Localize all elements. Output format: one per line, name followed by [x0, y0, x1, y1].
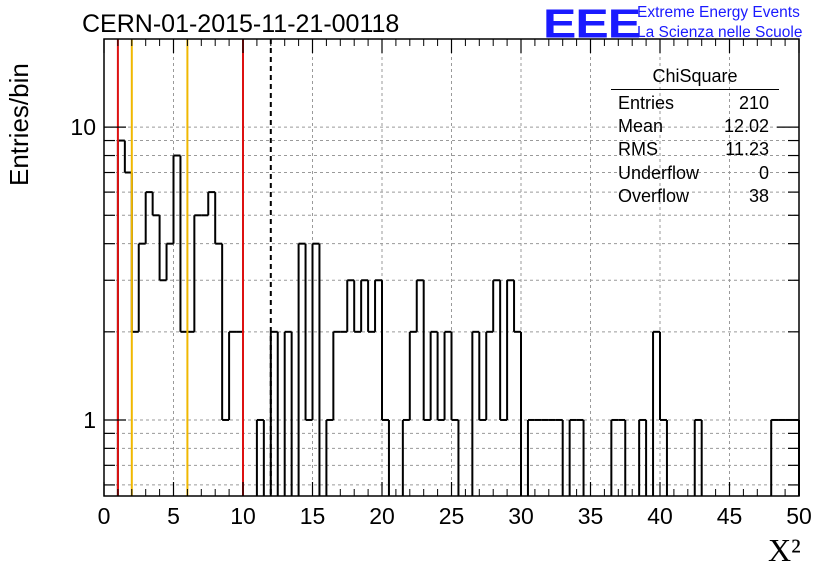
histogram-bin — [478, 331, 487, 421]
histogram-bin — [499, 280, 508, 421]
histogram-bin — [638, 418, 647, 496]
histogram-bin — [360, 279, 369, 332]
histogram-bin — [130, 172, 139, 333]
histogram-bin — [770, 418, 779, 496]
stats-row: Underflow 0 — [611, 162, 779, 185]
stats-row: Mean 12.02 — [611, 115, 779, 138]
stats-label: RMS — [618, 139, 658, 160]
stats-value: 0 — [758, 162, 769, 183]
histogram-bin — [568, 418, 577, 496]
y-axis-label: Entries/bin — [4, 63, 34, 186]
histogram-bin — [443, 330, 452, 420]
histogram-bin — [172, 154, 181, 244]
histogram-bin — [144, 191, 153, 244]
histogram-bin — [353, 280, 362, 333]
histogram-bin — [214, 192, 223, 245]
histogram-bin — [151, 192, 160, 217]
histogram-bin — [228, 330, 237, 420]
x-tick-label: 35 — [578, 503, 604, 529]
histogram-bin — [401, 418, 410, 496]
x-tick-label: 10 — [230, 503, 256, 529]
stats-row: Entries 210 — [611, 92, 779, 115]
x-tick-label: 40 — [647, 503, 673, 529]
stats-value: 210 — [738, 93, 769, 113]
histogram-bin — [374, 279, 382, 332]
stats-row: Overflow 38 — [611, 185, 779, 208]
histogram-bin — [471, 330, 480, 496]
stats-label: Entries — [618, 93, 675, 113]
stats-label: Overflow — [618, 185, 690, 206]
histogram-bin — [116, 139, 125, 496]
histogram-bin — [492, 279, 501, 332]
stats-title: ChiSquare — [611, 66, 779, 90]
histogram-bin — [652, 330, 660, 496]
histogram-bin — [221, 243, 230, 421]
stats-row: RMS 11.23 — [611, 138, 779, 161]
histogram-bin — [255, 418, 264, 496]
x-tick-label: 50 — [786, 503, 812, 529]
histogram-bin — [526, 418, 535, 496]
histogram-bin — [137, 242, 146, 332]
axis-ticks — [103, 39, 800, 496]
histogram-bin — [283, 330, 292, 496]
histogram-bin — [311, 242, 320, 420]
histogram-bin — [165, 242, 174, 281]
histogram-bin — [304, 243, 313, 421]
stats-label: Underflow — [618, 162, 700, 183]
logo-line-1: Extreme Energy Events — [637, 4, 800, 21]
histogram-bin — [436, 331, 445, 421]
histogram-bin — [485, 330, 494, 420]
stats-label: Mean — [618, 116, 664, 137]
y-tick-label: 10 — [70, 114, 96, 140]
y-tick-labels: 1 10 — [70, 114, 96, 433]
x-tick-label: 30 — [508, 503, 534, 529]
histogram-bin — [332, 330, 341, 420]
stats-value: 38 — [748, 185, 769, 206]
histogram-bin — [325, 418, 334, 496]
histogram-bin — [422, 280, 431, 421]
x-tick-label: 20 — [369, 503, 395, 529]
stats-value: 11.23 — [725, 139, 769, 160]
histogram-bin — [450, 331, 459, 421]
histogram-bin — [659, 331, 667, 421]
histogram-bin — [193, 214, 202, 332]
histogram-bin — [408, 330, 417, 420]
x-tick-label: 15 — [300, 503, 326, 529]
histogram-bin — [269, 330, 278, 496]
histogram-bin — [381, 280, 389, 421]
chart-title: CERN-01-2015-11-21-00118 — [82, 10, 400, 38]
histogram-bin — [346, 279, 355, 332]
histogram-bin — [513, 280, 521, 333]
histogram-bin — [123, 140, 132, 174]
histogram-bin — [158, 215, 167, 282]
histogram-bin — [610, 418, 619, 496]
logo-line-2: La Scienza nelle Scuole — [637, 24, 803, 41]
x-tick-label: 0 — [98, 503, 111, 529]
histogram-bin — [506, 279, 515, 420]
x-tick-label: 25 — [439, 503, 465, 529]
histogram-bin — [207, 191, 216, 216]
x-tick-labels: 0 5 10 15 20 25 30 35 40 45 50 — [98, 503, 812, 529]
x-tick-label: 45 — [717, 503, 743, 529]
y-tick-label: 1 — [83, 407, 96, 433]
histogram-bin — [179, 155, 188, 333]
histogram-bin — [415, 279, 424, 332]
histogram-bin — [693, 418, 702, 496]
histogram-bin — [429, 330, 438, 420]
x-tick-label: 5 — [167, 503, 180, 529]
x-axis-label: X² — [768, 532, 801, 568]
histogram-bin — [297, 242, 306, 496]
stats-box: ChiSquare Entries 210 Mean 12.02 RMS 11.23 … — [611, 66, 779, 208]
eee-logo: EEE — [543, 0, 641, 47]
histogram-bin — [367, 280, 376, 333]
stats-value: 12.02 — [723, 116, 769, 137]
